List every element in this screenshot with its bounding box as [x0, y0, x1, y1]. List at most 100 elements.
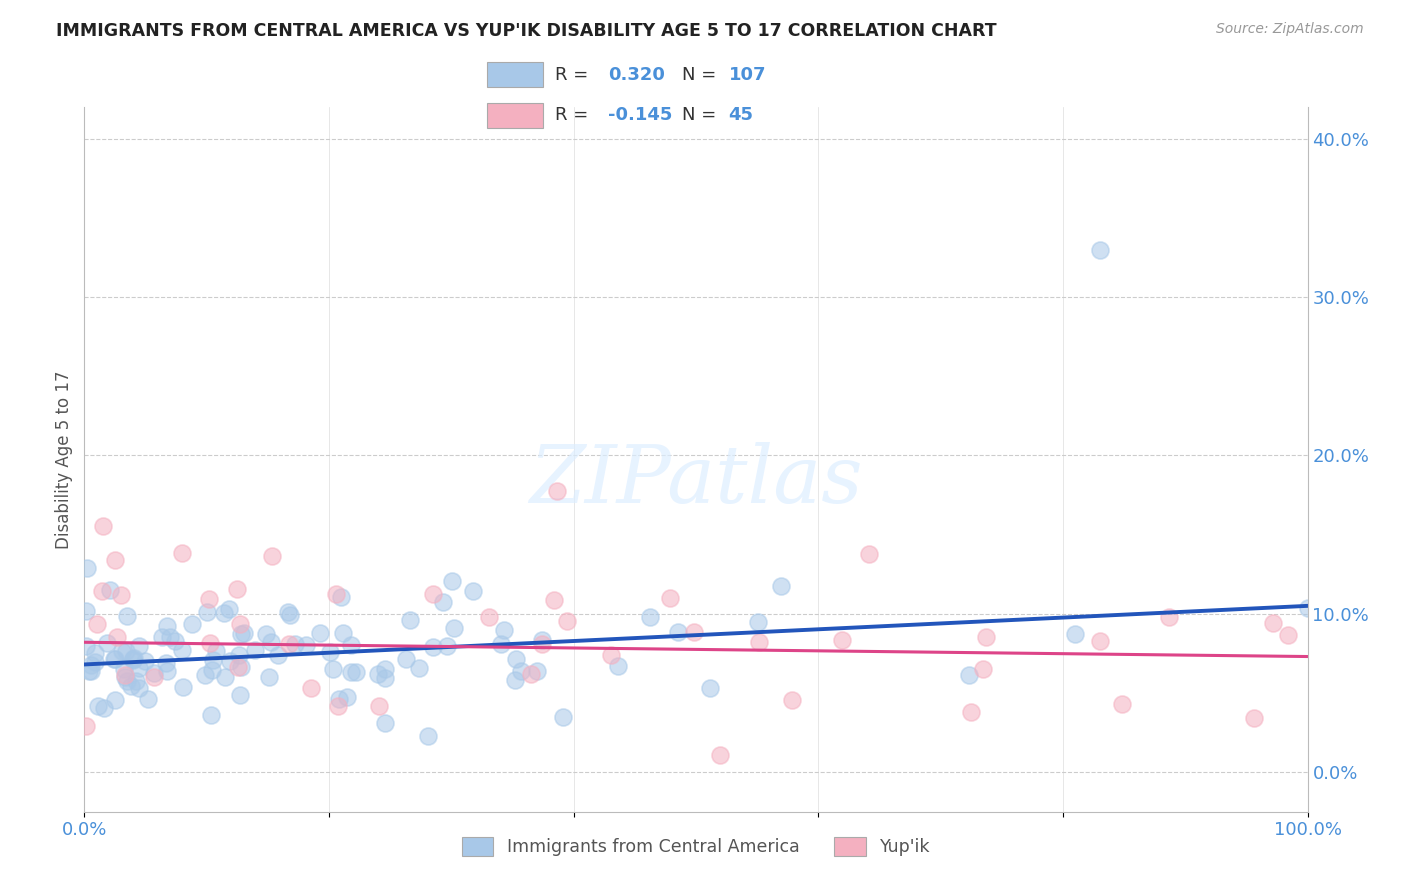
Point	[1243, 711, 1265, 725]
Point	[156, 618, 179, 632]
Point	[155, 657, 177, 671]
Point	[503, 673, 526, 687]
Point	[266, 648, 288, 662]
Point	[75, 604, 97, 618]
Point	[165, 634, 187, 648]
Point	[422, 640, 444, 655]
Point	[96, 636, 118, 650]
Point	[114, 644, 136, 658]
Point	[86, 699, 108, 714]
Point	[600, 648, 623, 662]
Text: 0.320: 0.320	[607, 66, 665, 84]
Point	[325, 586, 347, 600]
Point	[957, 668, 980, 682]
Y-axis label: Disability Age 5 to 17: Disability Age 5 to 17	[55, 370, 73, 549]
Text: IMMIGRANTS FROM CENTRAL AMERICA VS YUP'IK DISABILITY AGE 5 TO 17 CORRELATION CHA: IMMIGRANTS FROM CENTRAL AMERICA VS YUP'I…	[56, 22, 997, 40]
Point	[489, 637, 512, 651]
Point	[257, 670, 280, 684]
Point	[233, 626, 256, 640]
Point	[226, 660, 249, 674]
Point	[1088, 243, 1111, 257]
Point	[143, 670, 166, 684]
Point	[90, 583, 112, 598]
Point	[100, 583, 122, 598]
Point	[218, 601, 240, 615]
Point	[128, 639, 150, 653]
Point	[121, 653, 143, 667]
Point	[195, 605, 218, 619]
Point	[543, 592, 565, 607]
Point	[443, 621, 465, 635]
Point	[136, 691, 159, 706]
Point	[142, 665, 165, 680]
Point	[328, 691, 350, 706]
Point	[683, 625, 706, 640]
Point	[80, 664, 103, 678]
Point	[128, 661, 150, 675]
Point	[260, 635, 283, 649]
Point	[111, 644, 134, 658]
Text: 45: 45	[728, 106, 754, 124]
Point	[436, 639, 458, 653]
Point	[709, 747, 731, 762]
Point	[368, 699, 391, 714]
Point	[277, 605, 299, 619]
Point	[93, 700, 115, 714]
Point	[104, 652, 127, 666]
Text: N =: N =	[682, 66, 717, 84]
Bar	[488, 62, 543, 87]
Point	[104, 553, 127, 567]
Point	[408, 661, 430, 675]
Point	[666, 625, 689, 640]
Point	[509, 664, 531, 678]
Point	[395, 652, 418, 666]
Point	[104, 693, 127, 707]
Text: R =: R =	[555, 66, 589, 84]
Point	[122, 651, 145, 665]
Point	[134, 654, 156, 668]
Point	[299, 681, 322, 695]
Point	[441, 574, 464, 588]
Point	[103, 651, 125, 665]
Point	[340, 665, 363, 679]
Point	[295, 638, 318, 652]
Point	[328, 698, 350, 713]
Point	[76, 561, 98, 575]
Point	[214, 670, 236, 684]
Point	[960, 705, 983, 719]
Point	[972, 662, 994, 676]
Point	[198, 591, 221, 606]
Point	[117, 673, 139, 688]
Point	[505, 652, 527, 666]
Point	[530, 637, 553, 651]
Point	[519, 667, 541, 681]
Point	[332, 626, 354, 640]
Point	[150, 630, 173, 644]
Point	[181, 616, 204, 631]
Point	[319, 645, 342, 659]
Point	[526, 664, 548, 678]
Point	[658, 591, 681, 606]
Point	[1296, 601, 1319, 615]
Point	[75, 719, 97, 733]
Text: ZIPatlas: ZIPatlas	[529, 442, 863, 519]
Point	[748, 634, 770, 648]
Point	[260, 549, 283, 564]
Point	[114, 668, 136, 682]
Point	[418, 729, 440, 743]
Point	[638, 609, 661, 624]
Point	[229, 616, 252, 631]
Point	[80, 658, 103, 673]
Bar	[488, 103, 543, 128]
Point	[75, 639, 97, 653]
Point	[125, 674, 148, 689]
Point	[492, 623, 515, 637]
Point	[309, 626, 332, 640]
Point	[340, 638, 363, 652]
Point	[374, 672, 396, 686]
Text: N =: N =	[682, 106, 717, 124]
Point	[83, 646, 105, 660]
Point	[201, 663, 224, 677]
Point	[226, 582, 249, 596]
Point	[974, 630, 997, 644]
